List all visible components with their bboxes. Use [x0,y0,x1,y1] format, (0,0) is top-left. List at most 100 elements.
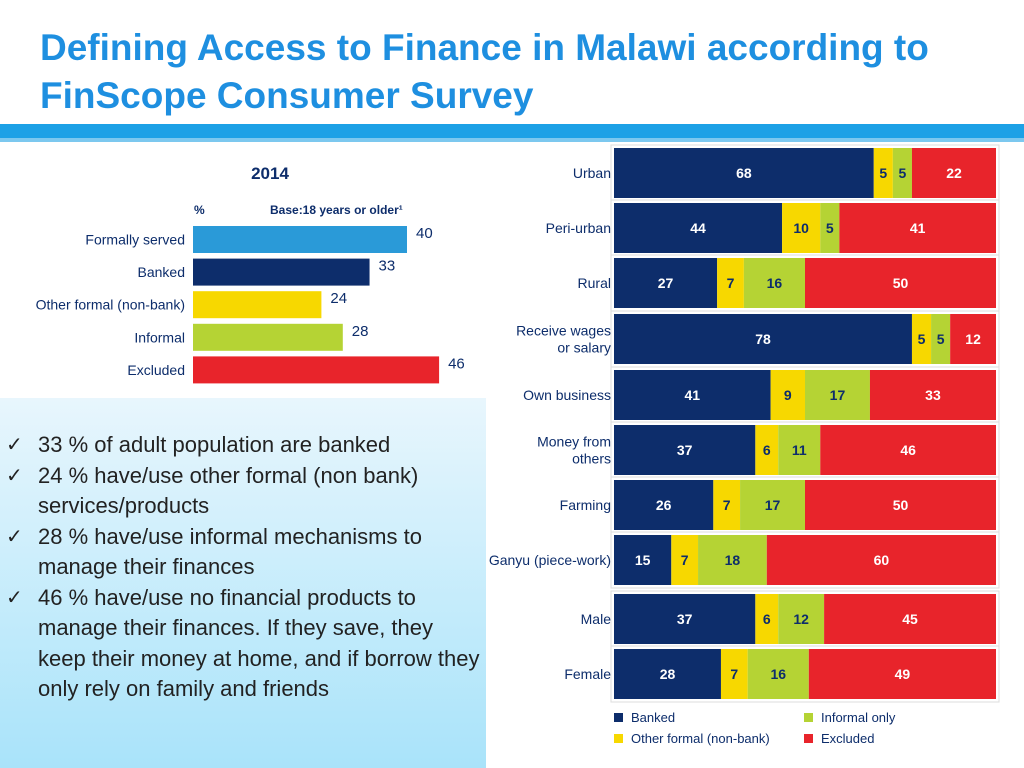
segment-bar-peri-urban-excluded [839,203,996,253]
segment-bar-female-excluded [808,649,996,699]
segment-value-label-urban-banked: 68 [736,165,752,181]
segment-value-label-ganyu-piece-work-informal-only: 18 [725,552,741,568]
summary-category-label-banked: Banked [138,264,185,280]
segment-bar-male-banked [614,594,756,644]
segment-value-label-rural-banked: 27 [658,275,674,291]
segment-category-label-money-from-others: Money from others [537,434,611,467]
summary-category-label-excluded: Excluded [127,362,185,378]
segment-value-label-rural-informal-only: 16 [767,275,783,291]
summary-bar-informal [193,323,343,351]
slide-title: Defining Access to Finance in Malawi acc… [40,27,929,116]
segment-value-label-male-banked: 37 [677,611,693,627]
segment-bar-ganyu-piece-work-banked [614,535,672,585]
segment-bar-farming-other-formal-non-bank [713,480,741,530]
segment-category-label-rural: Rural [578,275,611,291]
segment-value-label-money-from-others-other-formal-non-bank: 6 [763,442,771,458]
segment-value-label-money-from-others-banked: 37 [677,442,693,458]
segment-value-label-receive-wages-or-salary-informal-only: 5 [937,331,945,347]
segment-value-label-ganyu-piece-work-excluded: 60 [874,552,890,568]
segment-bar-female-banked [614,649,721,699]
segment-value-label-peri-urban-banked: 44 [690,220,706,236]
segment-bar-own-business-excluded [869,370,996,420]
segment-category-label-female: Female [564,666,611,682]
summary-chart-base: Base:18 years or older¹ [270,203,403,217]
finding-item: ✓ 46 % have/use no financial products to … [6,583,482,705]
segment-value-label-receive-wages-or-salary-other-formal-non-bank: 5 [918,331,926,347]
segment-bar-peri-urban-banked [614,203,783,253]
segment-category-label-receive-wages-or-salary: Receive wages or salary [516,323,611,356]
segment-category-label-ganyu-piece-work: Ganyu (piece-work) [489,552,611,568]
segment-value-label-urban-excluded: 22 [946,165,962,181]
segment-bar-male-other-formal-non-bank [755,594,779,644]
legend-swatch-excluded [804,734,813,743]
segment-bar-farming-banked [614,480,714,530]
segment-bar-ganyu-piece-work-excluded [766,535,996,585]
summary-value-label-formally-served: 40 [416,225,433,242]
checkmark-icon: ✓ [6,525,23,548]
segment-bar-receive-wages-or-salary-informal-only [931,314,951,364]
finding-text: 33 % of adult population are banked [38,432,391,457]
segment-category-label-peri-urban: Peri-urban [546,220,611,236]
summary-category-label-other-formal-non-bank: Other formal (non-bank) [36,297,185,313]
legend-label-excluded: Excluded [821,731,874,746]
segment-value-label-female-other-formal-non-bank: 7 [730,666,738,682]
segment-value-label-female-informal-only: 16 [770,666,786,682]
segment-bar-ganyu-piece-work-other-formal-non-bank [671,535,699,585]
summary-category-label-informal: Informal [134,329,185,345]
segment-value-label-peri-urban-informal-only: 5 [826,220,834,236]
segment-bar-peri-urban-informal-only [820,203,840,253]
finding-item: ✓ 24 % have/use other formal (non bank) s… [6,461,482,522]
segment-bar-receive-wages-or-salary-other-formal-non-bank [911,314,932,364]
checkmark-icon: ✓ [6,586,23,609]
segment-bar-urban-informal-only [892,148,912,198]
summary-bar-banked [193,258,370,286]
segment-bar-money-from-others-other-formal-non-bank [755,425,779,475]
segment-bar-female-informal-only [747,649,809,699]
segment-value-label-urban-other-formal-non-bank: 5 [879,165,887,181]
segment-bar-receive-wages-or-salary-banked [614,314,912,364]
segment-value-label-peri-urban-excluded: 41 [910,220,926,236]
segment-value-label-farming-excluded: 50 [893,497,909,513]
segment-value-label-ganyu-piece-work-banked: 15 [635,552,651,568]
segment-bar-own-business-banked [614,370,771,420]
segment-bar-money-from-others-banked [614,425,756,475]
segment-value-label-farming-banked: 26 [656,497,672,513]
finding-text: 46 % have/use no financial products to m… [38,584,480,702]
segment-category-label-urban: Urban [573,165,611,181]
segment-category-label-farming: Farming [560,497,611,513]
segment-value-label-urban-informal-only: 5 [899,165,907,181]
segment-value-label-own-business-informal-only: 17 [830,387,846,403]
segment-value-label-farming-informal-only: 17 [765,497,781,513]
segment-bar-female-other-formal-non-bank [720,649,748,699]
summary-bar-chart: 2014 % Base:18 years or older¹ Formally … [36,164,465,384]
segment-bar-rural-excluded [805,258,996,308]
segment-category-label-own-business: Own business [523,387,611,403]
segment-value-label-own-business-excluded: 33 [925,387,941,403]
segment-bar-farming-excluded [805,480,996,530]
segment-value-label-own-business-banked: 41 [685,387,701,403]
summary-bar-excluded [193,356,440,384]
segment-value-label-female-banked: 28 [660,666,676,682]
segment-value-label-receive-wages-or-salary-excluded: 12 [965,331,981,347]
segment-bar-receive-wages-or-salary-excluded [950,314,996,364]
segment-value-label-ganyu-piece-work-other-formal-non-bank: 7 [681,552,689,568]
summary-value-label-excluded: 46 [448,355,465,372]
segment-value-label-male-excluded: 45 [902,611,918,627]
segment-value-label-male-informal-only: 12 [793,611,809,627]
legend-label-other-formal-non-bank: Other formal (non-bank) [631,731,770,746]
segment-bar-own-business-informal-only [805,370,870,420]
segment-bar-rural-other-formal-non-bank [717,258,744,308]
key-findings-list: ✓ 33 % of adult population are banked ✓ 24 … [6,430,482,705]
summary-category-label-formally-served: Formally served [85,232,185,248]
segment-bar-male-excluded [824,594,996,644]
legend-label-banked: Banked [631,710,675,725]
segment-value-label-money-from-others-informal-only: 11 [792,442,807,458]
segment-bar-urban-other-formal-non-bank [873,148,893,198]
legend-label-informal-only: Informal only [821,710,896,725]
summary-bar-formally-served [193,226,407,253]
segment-bar-rural-banked [614,258,718,308]
finding-text: 28 % have/use informal mechanisms to man… [38,523,422,580]
finding-item: ✓ 28 % have/use informal mechanisms to ma… [6,522,482,583]
key-findings-panel: ✓ 33 % of adult population are banked ✓ 24 … [0,398,486,768]
